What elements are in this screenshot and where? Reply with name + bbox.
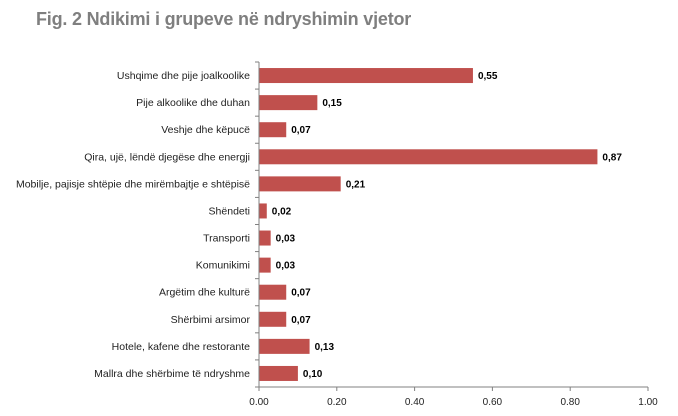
bar xyxy=(259,284,287,300)
bar xyxy=(259,230,271,246)
bar xyxy=(259,311,287,327)
value-label: 0,10 xyxy=(303,369,323,380)
category-label: Mobilje, pajisje shtëpie dhe mirëmbajtje… xyxy=(16,178,250,190)
x-tick-label: 1.00 xyxy=(638,397,658,408)
category-label: Transporti xyxy=(203,233,250,245)
value-label: 0,07 xyxy=(291,125,311,136)
category-label: Qira, ujë, lëndë djegëse dhe energji xyxy=(84,151,250,163)
bar xyxy=(259,203,267,219)
value-label: 0,03 xyxy=(276,261,296,272)
category-label: Argëtim dhe kulturë xyxy=(159,287,250,299)
bar xyxy=(259,338,310,354)
category-label: Pije alkoolike dhe duhan xyxy=(136,97,250,109)
bar xyxy=(259,365,298,381)
x-tick-label: 0.60 xyxy=(483,397,503,408)
bar xyxy=(259,68,473,84)
x-tick-label: 0.20 xyxy=(327,397,347,408)
category-label: Mallra dhe shërbime të ndryshme xyxy=(94,368,250,380)
category-label: Shërbimi arsimor xyxy=(171,314,251,326)
value-label: 0,07 xyxy=(291,315,311,326)
x-tick-label: 0.40 xyxy=(405,397,425,408)
chart-title: Fig. 2 Ndikimi i grupeve në ndryshimin v… xyxy=(36,9,412,29)
axis-layer xyxy=(255,61,649,391)
bar xyxy=(259,122,287,138)
bar xyxy=(259,257,271,273)
labels-layer: Ushqime dhe pije joalkoolike 0,55 Pije alk… xyxy=(16,70,658,408)
category-label: Shëndeti xyxy=(209,205,250,217)
category-label: Hotele, kafene dhe restorante xyxy=(112,341,251,353)
x-tick-label: 0.00 xyxy=(249,397,269,408)
value-label: 0,15 xyxy=(322,98,342,109)
bar xyxy=(259,176,341,192)
bar xyxy=(259,149,598,165)
value-label: 0,03 xyxy=(276,234,296,245)
x-tick-label: 0.80 xyxy=(560,397,580,408)
bar xyxy=(259,95,318,111)
value-label: 0,21 xyxy=(346,179,366,190)
category-label: Ushqime dhe pije joalkoolike xyxy=(117,70,250,82)
value-label: 0,13 xyxy=(315,342,335,353)
category-label: Veshje dhe këpucë xyxy=(161,124,250,136)
bars-layer xyxy=(259,68,598,381)
value-label: 0,07 xyxy=(291,288,311,299)
value-label: 0,87 xyxy=(602,152,622,163)
category-label: Komunikimi xyxy=(196,260,250,272)
value-label: 0,02 xyxy=(272,206,292,217)
value-label: 0,55 xyxy=(478,71,498,82)
